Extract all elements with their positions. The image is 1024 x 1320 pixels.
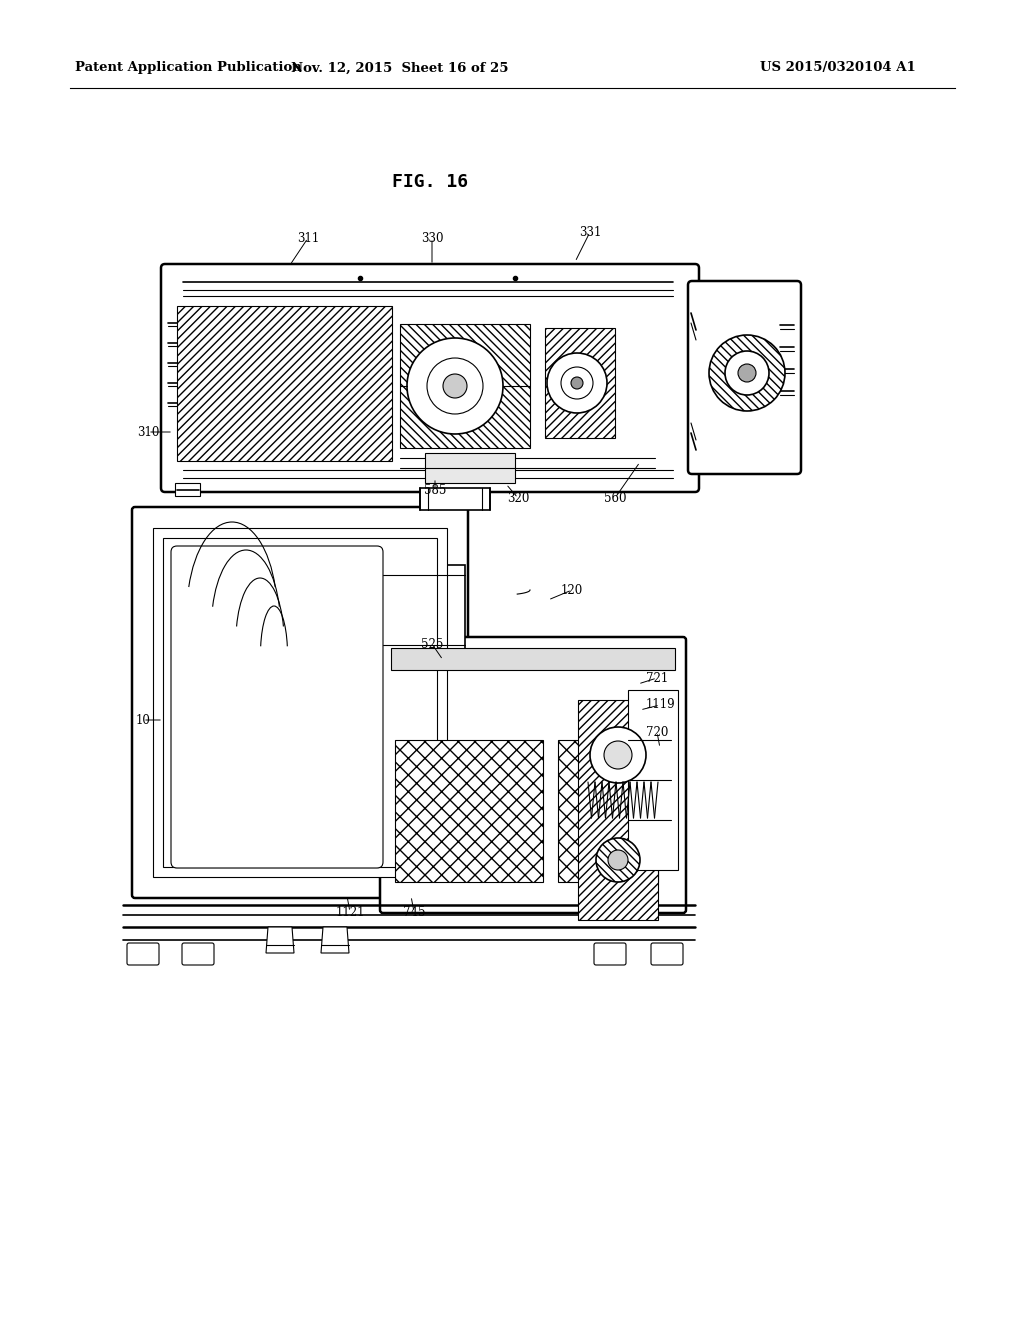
Bar bbox=[628, 690, 678, 870]
Polygon shape bbox=[545, 327, 615, 438]
Text: FIG. 16: FIG. 16 bbox=[392, 173, 468, 191]
Circle shape bbox=[427, 358, 483, 414]
Text: 585: 585 bbox=[424, 483, 446, 496]
Text: US 2015/0320104 A1: US 2015/0320104 A1 bbox=[760, 62, 915, 74]
Polygon shape bbox=[420, 488, 490, 510]
Text: 310: 310 bbox=[137, 425, 159, 438]
Circle shape bbox=[443, 374, 467, 399]
Text: 720: 720 bbox=[646, 726, 669, 738]
Bar bbox=[395, 741, 543, 882]
Circle shape bbox=[547, 352, 607, 413]
Text: 1119: 1119 bbox=[645, 698, 675, 711]
Polygon shape bbox=[400, 323, 530, 447]
Polygon shape bbox=[266, 927, 294, 953]
FancyBboxPatch shape bbox=[132, 507, 468, 898]
FancyBboxPatch shape bbox=[127, 942, 159, 965]
Text: 330: 330 bbox=[421, 231, 443, 244]
Bar bbox=[391, 648, 675, 671]
Text: 721: 721 bbox=[646, 672, 668, 685]
Text: 331: 331 bbox=[579, 226, 601, 239]
Bar bbox=[163, 539, 437, 867]
FancyBboxPatch shape bbox=[594, 942, 626, 965]
Circle shape bbox=[725, 351, 769, 395]
FancyBboxPatch shape bbox=[161, 264, 699, 492]
Polygon shape bbox=[383, 565, 465, 655]
Circle shape bbox=[709, 335, 785, 411]
Text: 525: 525 bbox=[421, 638, 443, 651]
Polygon shape bbox=[175, 483, 200, 496]
Circle shape bbox=[604, 741, 632, 770]
Circle shape bbox=[608, 850, 628, 870]
FancyBboxPatch shape bbox=[171, 546, 383, 869]
FancyBboxPatch shape bbox=[688, 281, 801, 474]
Text: Patent Application Publication: Patent Application Publication bbox=[75, 62, 302, 74]
Text: 10: 10 bbox=[135, 714, 151, 726]
Circle shape bbox=[596, 838, 640, 882]
Text: 1121: 1121 bbox=[335, 906, 365, 919]
Text: 560: 560 bbox=[604, 491, 627, 504]
Circle shape bbox=[738, 364, 756, 381]
Bar bbox=[153, 528, 447, 876]
Circle shape bbox=[590, 727, 646, 783]
Text: 320: 320 bbox=[507, 491, 529, 504]
FancyBboxPatch shape bbox=[380, 638, 686, 913]
Polygon shape bbox=[321, 927, 349, 953]
Text: Nov. 12, 2015  Sheet 16 of 25: Nov. 12, 2015 Sheet 16 of 25 bbox=[291, 62, 509, 74]
Text: 120: 120 bbox=[561, 583, 583, 597]
Polygon shape bbox=[177, 306, 392, 461]
Circle shape bbox=[561, 367, 593, 399]
FancyBboxPatch shape bbox=[182, 942, 214, 965]
FancyBboxPatch shape bbox=[651, 942, 683, 965]
Bar bbox=[558, 741, 658, 882]
Circle shape bbox=[571, 378, 583, 389]
Text: 745: 745 bbox=[402, 906, 425, 919]
Circle shape bbox=[407, 338, 503, 434]
Bar bbox=[578, 700, 658, 920]
Bar bbox=[425, 453, 515, 483]
Text: 311: 311 bbox=[297, 231, 319, 244]
